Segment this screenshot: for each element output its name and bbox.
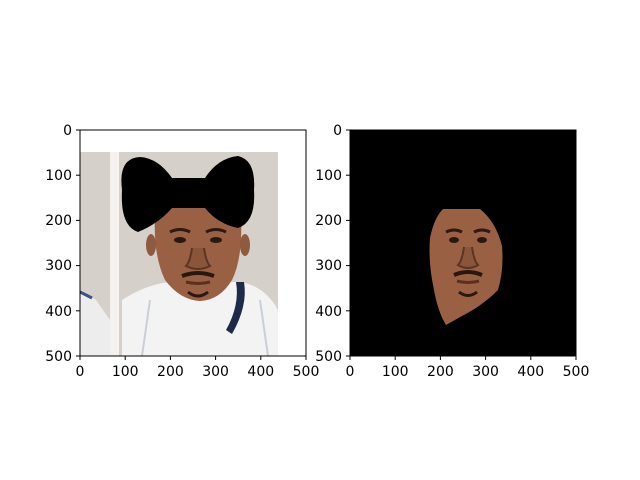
right-x-tick-label: 200 <box>427 364 454 380</box>
left-x-ticks: 0 100 200 300 400 500 <box>76 356 320 380</box>
right-x-tick-label: 300 <box>472 364 499 380</box>
right-y-ticks: 0 100 200 300 400 500 <box>315 123 350 365</box>
black-bowtie-mask <box>121 156 255 232</box>
right-x-tick-label: 0 <box>346 364 355 380</box>
right-y-tick-label: 200 <box>315 213 342 229</box>
left-y-ticks: 0 100 200 300 400 500 <box>45 123 80 365</box>
left-x-tick-label: 0 <box>76 364 85 380</box>
left-x-tick-label: 400 <box>247 364 274 380</box>
right-y-tick-label: 400 <box>315 304 342 320</box>
left-y-tick-label: 200 <box>45 213 72 229</box>
right-y-tick-label: 300 <box>315 258 342 274</box>
left-x-tick-label: 300 <box>202 364 229 380</box>
left-axes-frame <box>79 129 307 357</box>
right-x-ticks: 0 100 200 300 400 500 <box>346 356 590 380</box>
left-y-tick-label: 500 <box>45 349 72 365</box>
left-y-tick-label: 300 <box>45 258 72 274</box>
right-panel: 0 100 200 300 400 500 0 100 200 300 400 … <box>315 123 589 380</box>
left-image <box>80 130 306 356</box>
right-image <box>350 130 576 356</box>
left-y-tick-label: 400 <box>45 304 72 320</box>
left-x-tick-label: 500 <box>293 364 320 380</box>
right-x-tick-label: 500 <box>563 364 590 380</box>
right-x-tick-label: 400 <box>517 364 544 380</box>
left-x-tick-label: 100 <box>112 364 139 380</box>
right-y-tick-label: 500 <box>315 349 342 365</box>
jersey-trim <box>226 282 245 334</box>
left-x-tick-label: 200 <box>157 364 184 380</box>
face-cutout <box>429 209 503 325</box>
right-axes-frame <box>349 129 577 357</box>
right-x-tick-label: 100 <box>382 364 409 380</box>
right-y-tick-label: 100 <box>315 168 342 184</box>
left-panel: 0 100 200 300 400 500 0 100 200 300 400 … <box>45 123 319 380</box>
left-y-tick-label: 100 <box>45 168 72 184</box>
backdrop-gap <box>110 152 119 356</box>
right-y-tick-label: 0 <box>333 123 342 139</box>
adjacent-player-sliver <box>80 290 110 356</box>
left-y-tick-label: 0 <box>63 123 72 139</box>
